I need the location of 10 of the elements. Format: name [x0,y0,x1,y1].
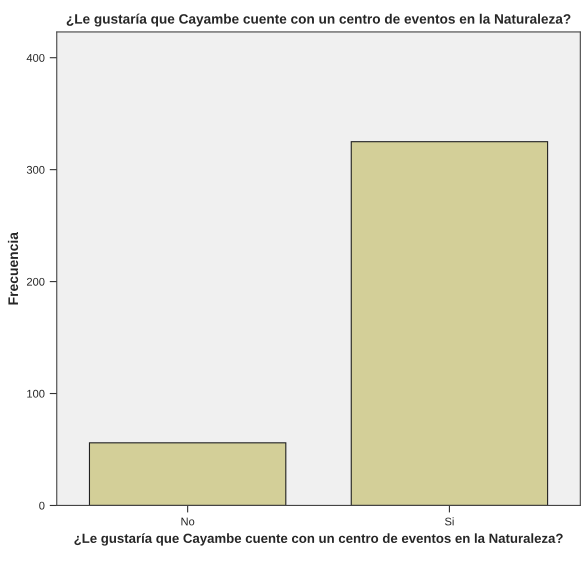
y-axis-title: Frecuencia [8,232,18,304]
chart-title: ¿Le gustaría que Cayambe cuente con un centro de eventos en la Naturaleza? [66,14,570,27]
y-tick-label: 300 [26,166,45,174]
y-tick-label: 200 [26,278,45,286]
x-tick-label: No [181,518,194,526]
y-tick-label: 400 [26,54,45,62]
x-tick-label: Si [444,517,454,526]
y-tick-label: 0 [39,502,45,510]
y-tick-label: 100 [27,390,45,398]
x-axis-title: ¿Le gustaría que Cayambe cuente con un centro de eventos en la Naturaleza? [74,533,563,546]
